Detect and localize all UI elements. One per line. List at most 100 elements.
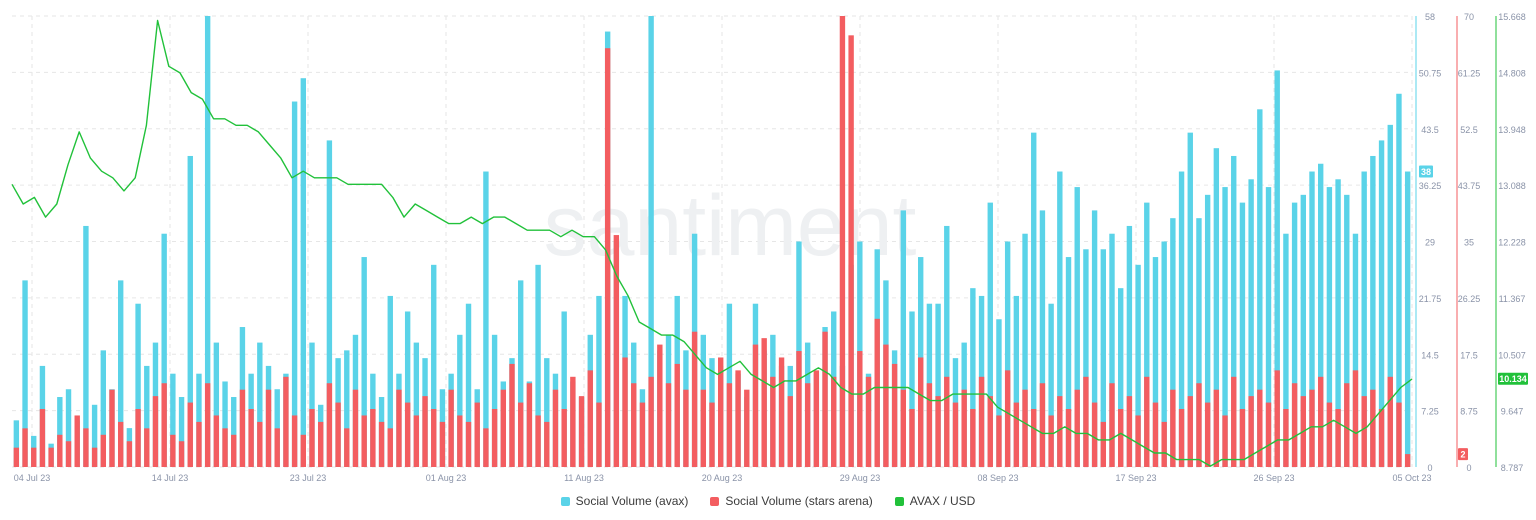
stars-arena-tick-label: 17.5 [1460, 350, 1478, 360]
avax-bar [1100, 249, 1106, 467]
stars-arena-bar [187, 402, 193, 467]
stars-arena-bar [1170, 389, 1176, 467]
avax-bar [1204, 194, 1211, 467]
avax-bar [1170, 218, 1176, 467]
stars-arena-bar [1344, 383, 1350, 467]
stars-arena-bar [535, 415, 541, 467]
stars-arena-bar [1048, 415, 1054, 467]
stars-arena-bar [978, 376, 985, 467]
x-tick-label: 29 Aug 23 [840, 473, 881, 483]
avax-bar [57, 397, 63, 467]
stars-arena-bar [1309, 389, 1315, 467]
stars-arena-bar [1326, 402, 1333, 467]
stars-arena-bar [491, 409, 498, 467]
avax-bar [457, 334, 463, 467]
stars-arena-bar [761, 338, 767, 467]
stars-arena-bar [648, 376, 654, 467]
avax-bar [22, 280, 28, 467]
stars-arena-bar [1057, 396, 1063, 467]
avax-bar [1187, 132, 1193, 467]
stars-arena-tick-label: 61.25 [1458, 68, 1481, 78]
avax-bar [518, 280, 524, 467]
stars-arena-bar [274, 428, 280, 467]
stars-arena-bar [178, 441, 185, 467]
stars-arena-bar [691, 331, 698, 467]
avax-bar [387, 295, 393, 467]
stars-arena-bar [639, 402, 646, 467]
avax-bar [213, 342, 220, 467]
stars-arena-bar [1204, 402, 1211, 467]
avax-bar [996, 319, 1002, 467]
stars-arena-bar [657, 344, 663, 467]
avax-bar [257, 342, 263, 467]
stars-arena-bar [1239, 409, 1246, 467]
stars-arena-bar [735, 370, 741, 467]
stars-arena-bar [1004, 370, 1011, 467]
stars-arena-bar [970, 409, 976, 467]
stars-arena-tick-label: 43.75 [1458, 181, 1481, 191]
legend-label: Social Volume (avax) [575, 494, 689, 508]
avax-bar [361, 257, 367, 467]
stars-arena-bar [396, 389, 402, 467]
avax-bar [1048, 303, 1054, 467]
avax-bar [196, 373, 202, 467]
avax-bar [222, 381, 228, 467]
legend-item-avax-usd[interactable]: AVAX / USD [894, 494, 975, 508]
stars-arena-bar [613, 235, 620, 467]
x-tick-label: 17 Sep 23 [1115, 473, 1156, 483]
stars-arena-bar [1161, 421, 1167, 467]
stars-arena-bar [700, 389, 706, 467]
avax-bar [1231, 155, 1237, 467]
avax-bar [987, 202, 993, 467]
stars-arena-bar [604, 48, 611, 468]
stars-arena-bar [1118, 409, 1124, 467]
stars-arena-bar [1387, 376, 1393, 467]
x-tick-label: 05 Oct 23 [1392, 473, 1431, 483]
stars-arena-bar [596, 402, 602, 467]
stars-arena-bar [387, 428, 393, 467]
avax-bar [1335, 179, 1341, 468]
avax-bar [118, 280, 124, 467]
stars-arena-bar [439, 421, 446, 467]
stars-arena-bar [1074, 389, 1080, 467]
stars-arena-bar [1152, 402, 1159, 467]
stars-arena-bar [726, 383, 733, 467]
avax-bar [544, 358, 550, 467]
avax-bar [1083, 249, 1089, 467]
avax-bar [935, 303, 941, 467]
stars-arena-bar [74, 415, 80, 467]
stars-arena-bar [413, 415, 420, 467]
stars-arena-bar [622, 357, 628, 467]
stars-arena-current-value: 2 [1460, 450, 1465, 460]
avax-bar [1074, 187, 1080, 467]
avax-bar [1404, 171, 1411, 467]
series-avax-usd-line [11, 19, 1413, 467]
stars-arena-bar [961, 389, 967, 467]
avax-bar [1161, 241, 1167, 467]
legend-item-avax[interactable]: Social Volume (avax) [560, 494, 689, 508]
stars-arena-bar [135, 409, 141, 467]
avax-usd-tick-label: 13.948 [1498, 125, 1526, 135]
avax-bar [1135, 264, 1141, 467]
x-tick-label: 14 Jul 23 [152, 473, 189, 483]
stars-arena-bar [918, 357, 924, 467]
avax-bar [431, 264, 437, 467]
stars-arena-bar [1274, 370, 1280, 467]
avax-tick-label: 36.25 [1419, 181, 1442, 191]
stars-arena-bar [796, 351, 802, 467]
stars-arena-bar [1318, 376, 1324, 467]
avax-bar [65, 389, 72, 467]
avax-bar [178, 397, 185, 467]
stars-arena-bar [318, 421, 324, 467]
avax-usd-tick-label: 15.668 [1498, 12, 1526, 22]
stars-arena-bar [526, 383, 533, 467]
x-tick-label: 26 Sep 23 [1253, 473, 1294, 483]
axis-stars-arena: 0 8.75 17.5 26.25 35 43.75 52.5 61.25 70 2 [1456, 12, 1481, 473]
stars-arena-bar [378, 421, 385, 467]
avax-bar [344, 350, 350, 467]
stars-arena-bar [874, 318, 880, 467]
avax-bar [300, 78, 306, 468]
avax-bar [13, 420, 20, 467]
stars-arena-bar [718, 357, 724, 467]
legend-item-stars-arena[interactable]: Social Volume (stars arena) [710, 494, 873, 508]
